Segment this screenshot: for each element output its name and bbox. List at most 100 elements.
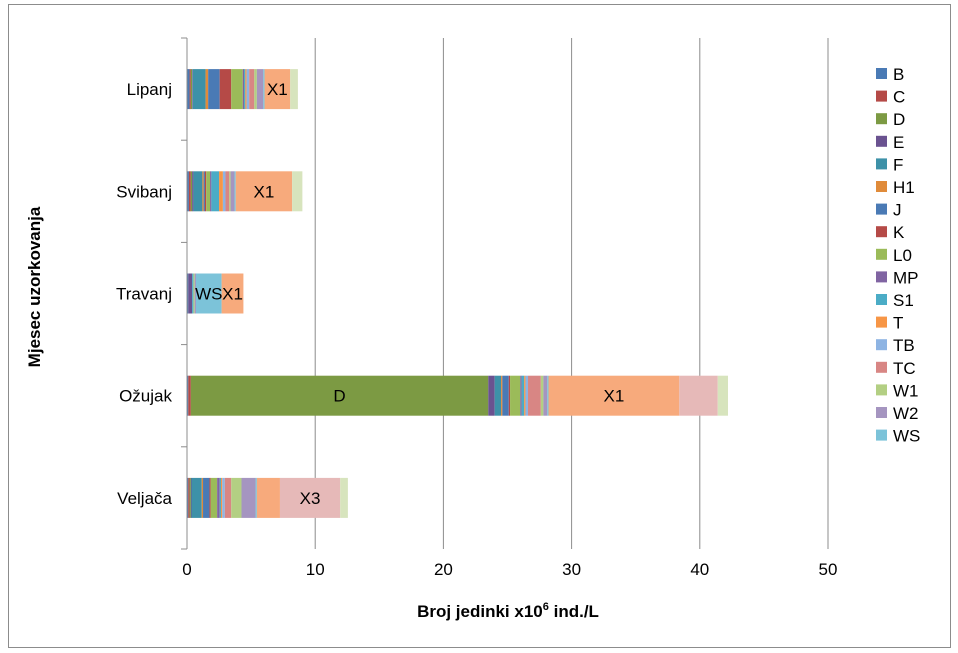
legend-label: L0 xyxy=(893,246,912,265)
data-label: X3 xyxy=(300,489,321,508)
bar-segment xyxy=(290,69,298,110)
legend-swatch xyxy=(876,226,887,238)
chart-frame xyxy=(8,4,951,648)
data-label: WS xyxy=(195,285,222,304)
legend-label: TB xyxy=(893,336,915,355)
bar-segment xyxy=(192,273,194,314)
axes: 0 10 20 30 40 50 Lipanj Svibanj Travanj Ožujak Vel… xyxy=(116,37,838,579)
bar-segment xyxy=(188,375,191,416)
bar-segment xyxy=(208,69,220,110)
x-tick-label: 20 xyxy=(434,560,453,579)
bar-segment xyxy=(188,273,193,314)
legend-label: F xyxy=(893,155,903,174)
data-label: X1 xyxy=(604,387,625,406)
legend-swatch xyxy=(876,339,887,351)
bar-segment xyxy=(194,273,196,314)
bar-segment xyxy=(241,477,256,518)
bars xyxy=(187,69,729,518)
legend-swatch xyxy=(876,316,887,328)
legend-label: E xyxy=(893,133,904,152)
x-tick-label: 40 xyxy=(690,560,709,579)
bar-segment xyxy=(235,171,293,212)
bar-segment xyxy=(192,171,194,212)
bar-segment xyxy=(548,375,680,416)
data-label: X1 xyxy=(222,285,243,304)
legend-label: K xyxy=(893,223,905,242)
bar-segment xyxy=(222,171,226,212)
bar-segment xyxy=(279,477,341,518)
legend-swatch xyxy=(876,68,887,79)
y-tick-label: Svibanj xyxy=(116,182,172,201)
bar-segment xyxy=(217,477,220,518)
legend-swatch xyxy=(876,90,887,102)
bar-segment xyxy=(222,477,225,518)
bar-segment xyxy=(211,171,220,212)
legend-swatch xyxy=(876,294,887,305)
bar-segment xyxy=(187,171,189,212)
bar-segment xyxy=(528,375,541,416)
bar-segment xyxy=(264,69,291,110)
bar-segment xyxy=(231,69,243,110)
x-axis-title: Broj jedinki x106 ind./L xyxy=(417,601,599,621)
bar-segment xyxy=(246,69,250,110)
bar-segment xyxy=(189,477,191,518)
bar-segment xyxy=(225,171,230,212)
legend-swatch xyxy=(876,429,887,441)
bar-segment xyxy=(510,375,521,416)
legend-label: S1 xyxy=(893,291,914,310)
legend-label: B xyxy=(893,65,904,84)
bar-segment xyxy=(209,477,211,518)
legend-label: WS xyxy=(893,427,920,446)
data-label: X1 xyxy=(267,80,288,99)
y-tick-label: Veljača xyxy=(117,489,172,508)
legend-label: J xyxy=(893,201,902,220)
x-tick-label: 0 xyxy=(182,560,191,579)
bar-segment xyxy=(188,171,191,212)
bar-segment xyxy=(205,69,209,110)
data-label: D xyxy=(333,387,345,406)
x-axis-title-main: Broj jedinki x10 xyxy=(417,602,543,621)
bar-segment xyxy=(256,477,280,518)
y-tick-label: Ožujak xyxy=(119,387,172,406)
bar-segment xyxy=(679,375,718,416)
y-tick-label: Lipanj xyxy=(127,80,172,99)
x-axis-title-superscript: 6 xyxy=(543,601,549,613)
bar-segment xyxy=(234,171,236,212)
bar-segment xyxy=(187,69,190,110)
bar-segment xyxy=(188,477,190,518)
bar-segment xyxy=(508,375,511,416)
bar-segment xyxy=(256,69,264,110)
legend-swatch xyxy=(876,407,887,418)
legend-swatch xyxy=(876,271,887,283)
legend-label: TC xyxy=(893,359,916,378)
x-tick-label: 30 xyxy=(562,560,581,579)
data-label: X1 xyxy=(254,182,275,201)
legend-swatch xyxy=(876,181,887,192)
bar-segment xyxy=(255,477,257,518)
bar-segment xyxy=(502,375,509,416)
bar-segment xyxy=(202,171,204,212)
legend-label: C xyxy=(893,88,905,107)
x-tick-label: 50 xyxy=(819,560,838,579)
legend-swatch xyxy=(876,248,887,260)
bar-segment xyxy=(521,375,525,416)
x-tick-label: 10 xyxy=(306,560,325,579)
bar-segment xyxy=(245,69,247,110)
bar-segment xyxy=(204,171,207,212)
bar-segment xyxy=(224,477,232,518)
bar-segment xyxy=(263,69,265,110)
bar-segment xyxy=(254,69,257,110)
bar-segment xyxy=(192,69,193,110)
legend-label: H1 xyxy=(893,178,915,197)
bar-segment xyxy=(206,171,211,212)
bar-segment xyxy=(292,171,303,212)
bar-segment xyxy=(221,273,244,314)
bar-segment xyxy=(219,477,221,518)
legend-label: W2 xyxy=(893,404,919,423)
bar-segment xyxy=(219,69,232,110)
y-tick-label: Travanj xyxy=(116,285,172,304)
legend-label: D xyxy=(893,110,905,129)
bar-segment xyxy=(524,375,526,416)
bar-segment xyxy=(189,69,191,110)
legend-swatch xyxy=(876,158,887,170)
